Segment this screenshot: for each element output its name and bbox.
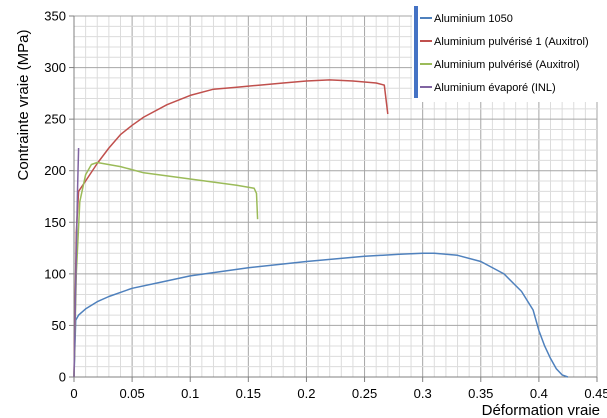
legend-label: Aluminium évaporé (INL) [434,82,556,94]
x-tick-label: 0.45 [584,386,607,401]
x-tick-label: 0.35 [468,386,493,401]
legend-label: Aluminium pulvérisé 1 (Auxitrol) [434,36,589,48]
x-tick-label: 0 [70,386,77,401]
y-tick-label: 200 [44,163,66,178]
x-tick-label: 0.25 [352,386,377,401]
y-tick-label: 250 [44,112,66,127]
series-line-3 [73,161,259,378]
y-axis-title: Contrainte vraie (MPa) [15,30,32,181]
series-line-2 [73,79,389,378]
tick-labels: 0 0.05 0.1 0.15 0.2 0.25 0.3 0.35 0.4 0.45 0 50 100 1… [44,9,607,402]
legend-label: Aluminium pulvérisé (Auxitrol) [434,59,580,71]
x-tick-label: 0.2 [297,386,315,401]
legend: Aluminium 1050 Aluminium pulvérisé 1 (Aux… [412,6,602,102]
legend-background [412,6,602,102]
x-tick-label: 0.1 [181,386,199,401]
y-tick-label: 150 [44,215,66,230]
x-tick-label: 0.3 [414,386,432,401]
y-tick-label: 100 [44,266,66,281]
legend-label: Aluminium 1050 [434,13,513,25]
x-tick-label: 0.4 [530,386,548,401]
series-line-1 [73,252,569,378]
y-tick-label: 0 [59,370,66,385]
y-tick-label: 300 [44,60,66,75]
y-tick-label: 350 [44,9,66,24]
x-tick-label: 0.05 [119,386,144,401]
axes [69,15,598,382]
y-tick-label: 50 [52,318,66,333]
x-axis-title: Déformation vraie [482,402,600,418]
series-line-4 [73,147,80,378]
legend-marker-bar [414,6,418,98]
x-tick-label: 0.15 [236,386,261,401]
series-lines [73,79,569,378]
